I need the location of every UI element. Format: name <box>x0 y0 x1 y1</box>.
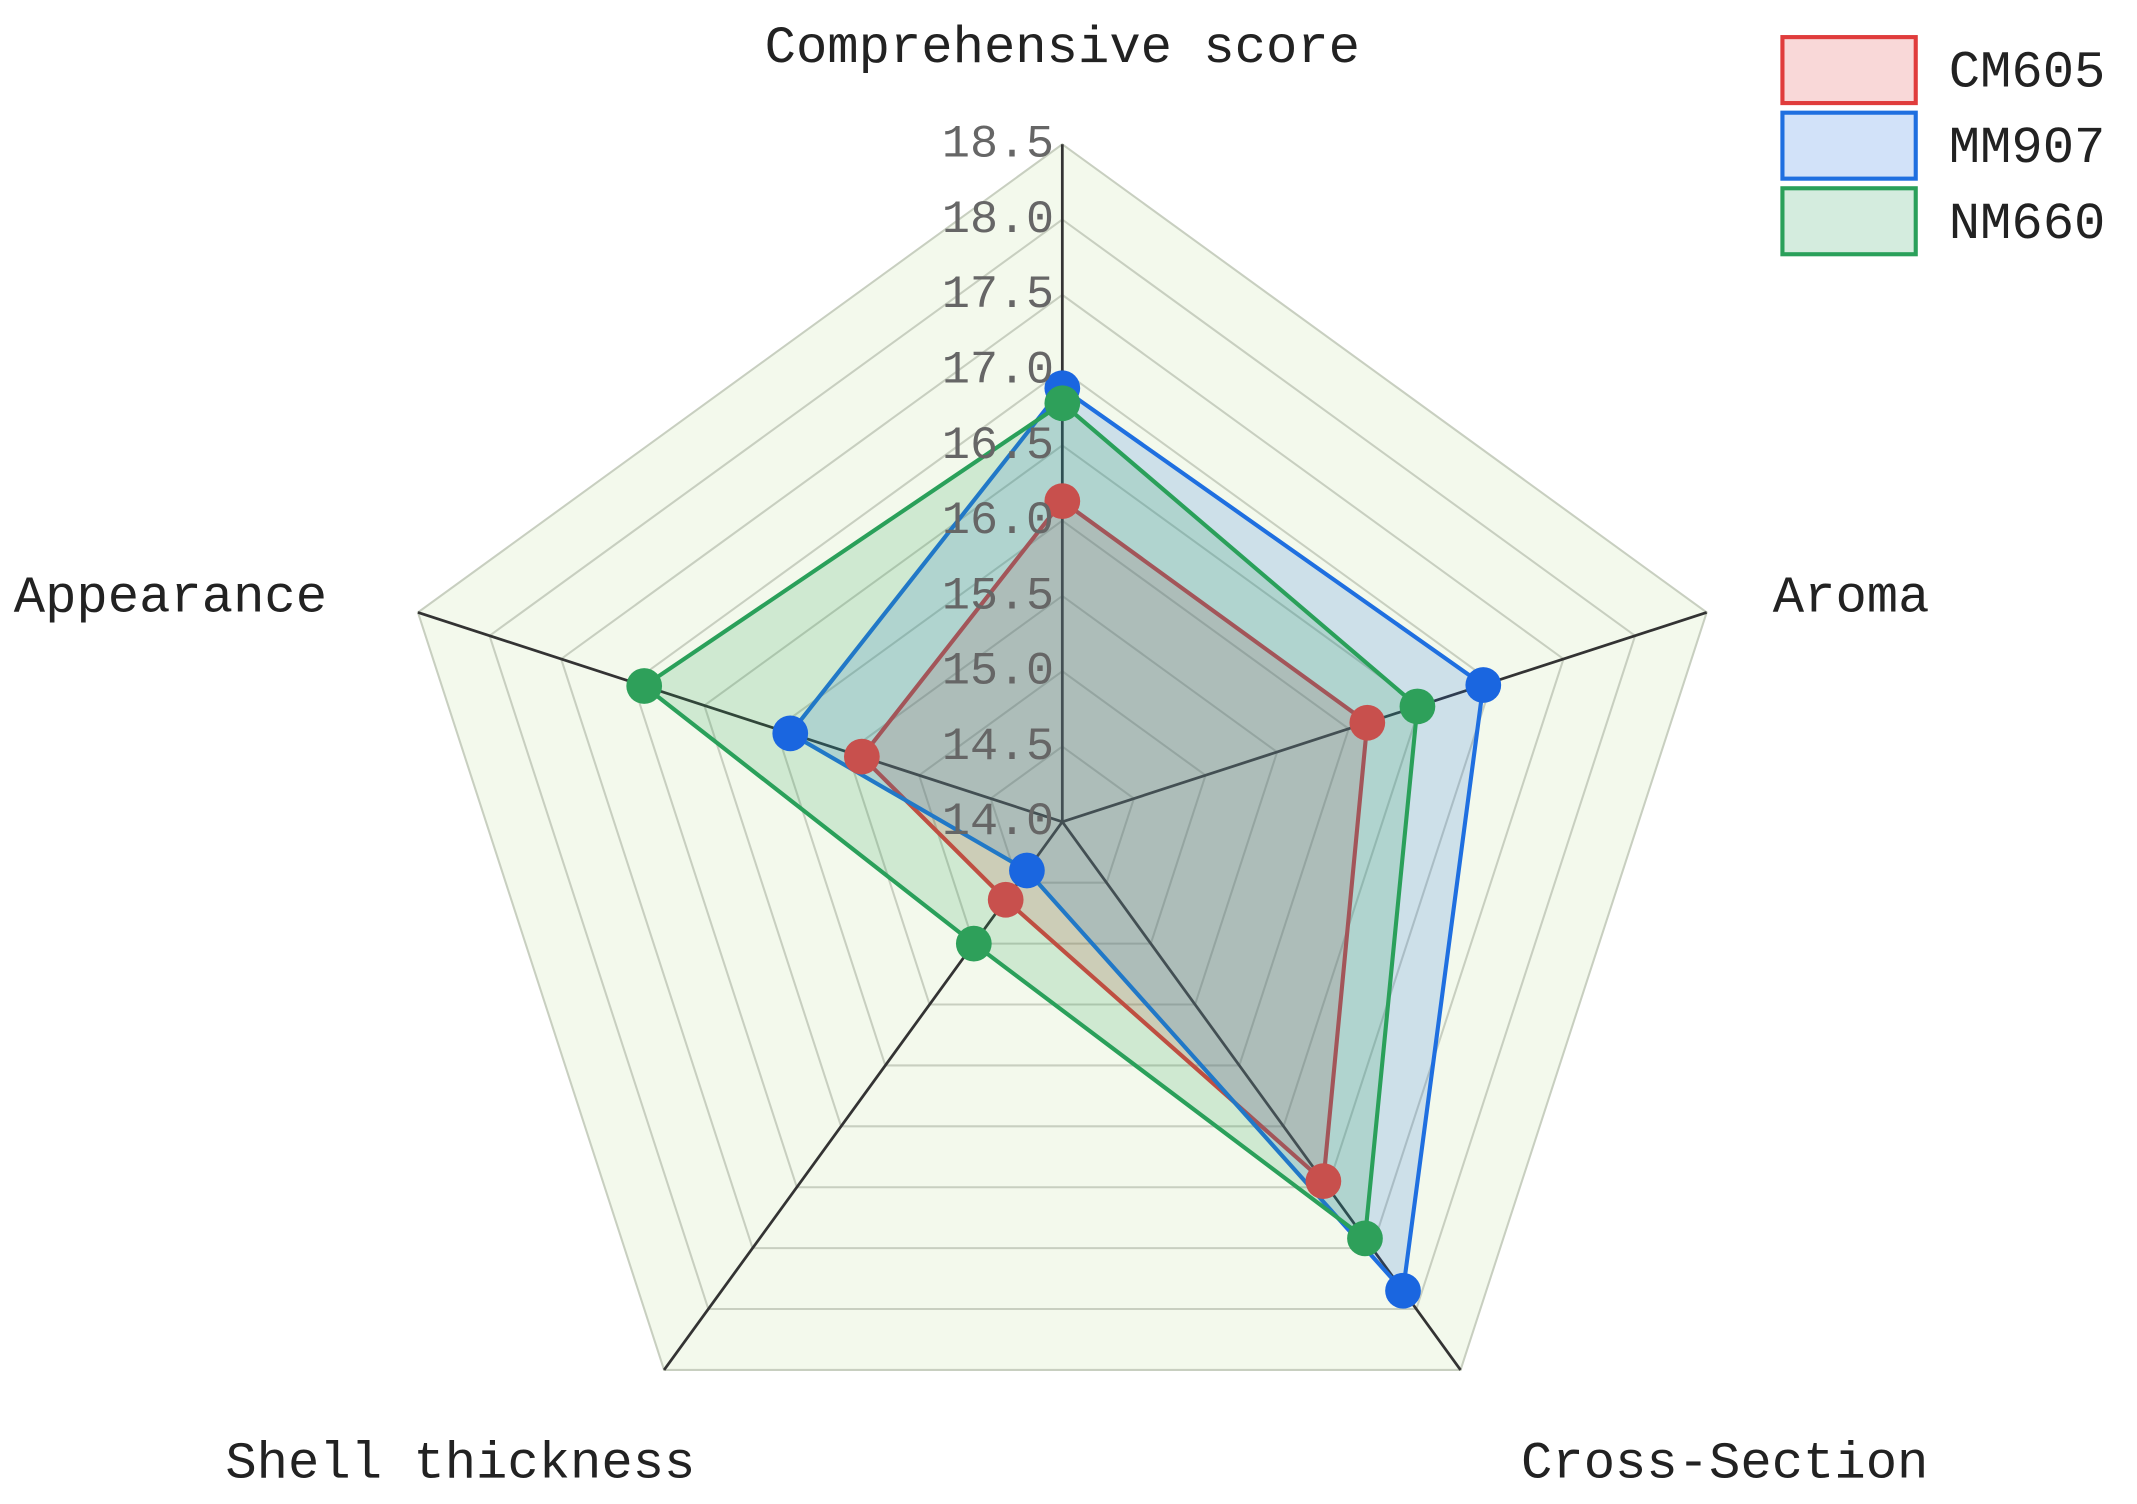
legend-label: NM660 <box>1949 195 2106 254</box>
data-point <box>1044 385 1081 422</box>
grid-ring <box>416 143 1708 1371</box>
legend-label: CM605 <box>1949 44 2106 103</box>
data-point <box>1385 1272 1421 1309</box>
data-point <box>1465 667 1502 703</box>
r-tick-label: 18.0 <box>942 194 1054 247</box>
r-tick-label: 16.5 <box>942 420 1054 473</box>
spoke <box>417 611 1063 824</box>
data-point <box>1347 1220 1383 1257</box>
data-point <box>1009 852 1045 889</box>
axis-label: Comprehensive score <box>765 19 1360 78</box>
axis-label: Shell thickness <box>225 1434 695 1493</box>
grid-ring <box>488 218 1637 1311</box>
axis-label: Aroma <box>1773 569 1930 628</box>
data-point <box>1044 483 1081 519</box>
r-tick-label: 16.0 <box>942 495 1054 548</box>
series-area <box>859 498 1370 1186</box>
data-point <box>626 668 663 704</box>
grid-ring <box>917 669 1207 945</box>
grid-ring <box>631 368 1494 1189</box>
data-point <box>772 715 809 752</box>
data-point <box>1305 1163 1342 1200</box>
r-tick-label: 14.5 <box>942 721 1054 774</box>
spoke <box>1061 611 1708 824</box>
r-tick-label: 15.5 <box>942 570 1054 623</box>
axis-label: Cross-Section <box>1521 1434 1928 1493</box>
data-point <box>1399 688 1436 725</box>
legend-swatch <box>1780 186 1918 257</box>
series-area <box>640 400 1420 1243</box>
r-tick-label: 18.5 <box>942 119 1054 172</box>
legend-swatch <box>1780 110 1918 181</box>
axis-label: Appearance <box>14 569 327 628</box>
r-tick-label: 14.0 <box>942 796 1054 849</box>
legend-label: MM907 <box>1949 119 2106 178</box>
data-point <box>955 925 992 962</box>
grid-ring <box>559 293 1565 1250</box>
grid-ring <box>703 444 1422 1128</box>
data-point <box>1349 704 1386 741</box>
data-point <box>843 738 880 775</box>
r-tick-label: 17.5 <box>942 269 1054 322</box>
legend-swatch <box>1780 35 1918 106</box>
grid-ring <box>989 745 1136 884</box>
r-tick-label: 15.0 <box>942 646 1054 699</box>
r-tick-label: 17.0 <box>942 344 1054 397</box>
data-point <box>987 881 1024 918</box>
